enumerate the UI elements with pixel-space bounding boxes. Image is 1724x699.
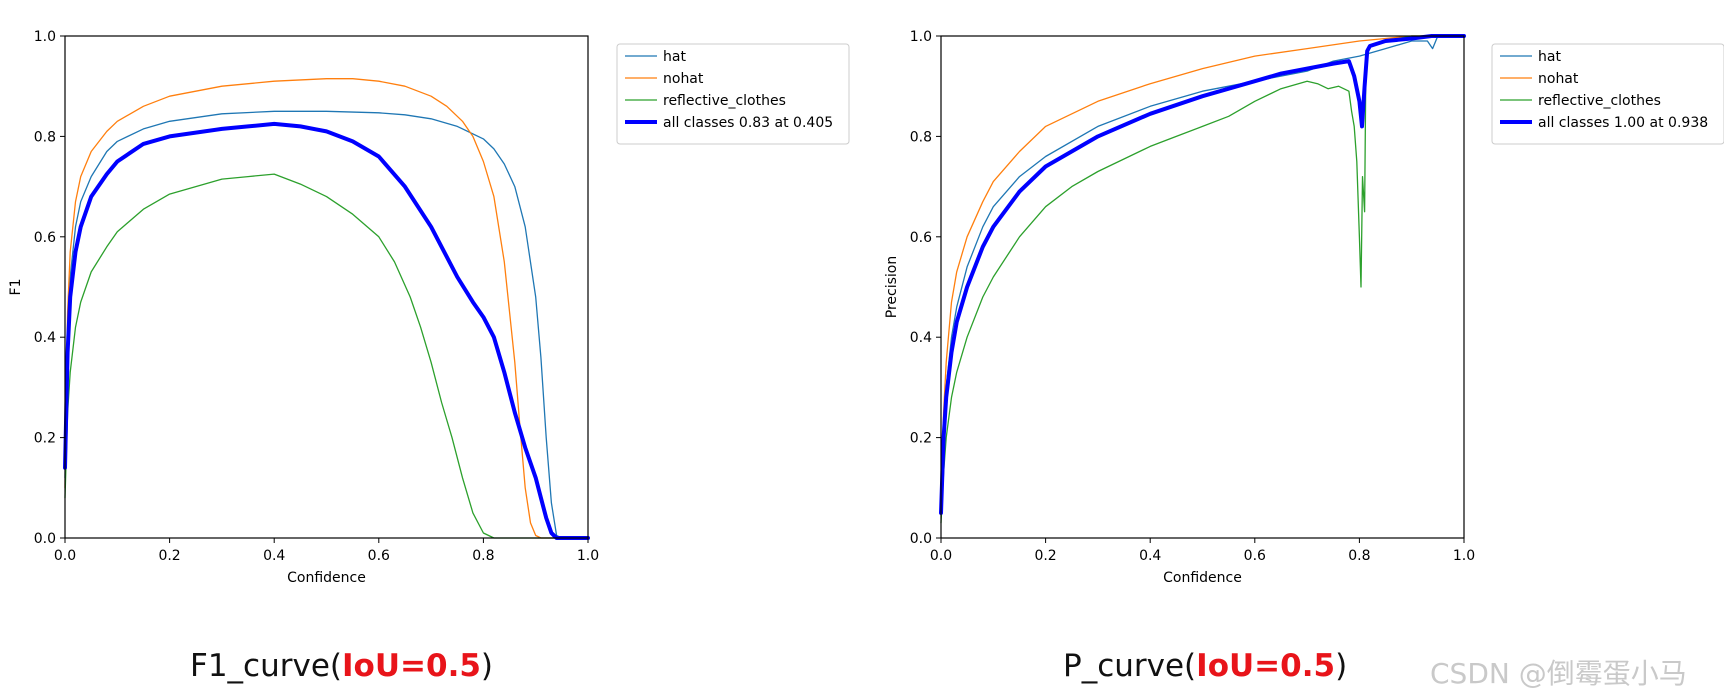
x-tick-label: 1.0 — [577, 548, 599, 564]
caption-suffix: ) — [1335, 648, 1348, 684]
legend-label: nohat — [663, 71, 704, 87]
y-tick-label: 0.4 — [910, 330, 932, 346]
plot-frame — [64, 35, 589, 539]
caption-prefix: P_curve( — [1063, 648, 1197, 684]
y-axis-label: F1 — [8, 279, 24, 296]
legend-label: all classes 1.00 at 0.938 — [1538, 115, 1708, 131]
caption-prefix: F1_curve( — [190, 648, 343, 684]
series-line-2 — [940, 35, 1465, 524]
series-line-3 — [939, 34, 1466, 515]
series-line-0 — [64, 110, 589, 539]
chart-precision: 0.0 0.2 0.4 0.6 0.8 1.0 0.0 0.2 0.4 0.6 0.8 1.0 Conf… — [884, 29, 1724, 586]
plot-frame — [940, 35, 1465, 539]
x-axis-label: Confidence — [1163, 570, 1242, 586]
chart-f1: 0.0 0.2 0.4 0.6 0.8 1.0 0.0 0.2 0.4 0.6 0.8 1.0 Conf… — [8, 29, 850, 586]
caption-f1-curve: F1_curve(IoU=0.5) — [190, 648, 493, 684]
y-tick-label: 0.0 — [910, 531, 932, 547]
y-tick-label: 0.4 — [34, 330, 56, 346]
x-tick-label: 0.6 — [1244, 548, 1266, 564]
series-line-1 — [940, 35, 1465, 509]
legend-label: reflective_clothes — [663, 93, 786, 109]
caption-p-curve: P_curve(IoU=0.5) — [1063, 648, 1347, 684]
legend-label: all classes 0.83 at 0.405 — [663, 115, 833, 131]
y-tick-label: 0.6 — [34, 230, 56, 246]
y-tick-label: 0.6 — [910, 230, 932, 246]
x-tick-label: 0.8 — [472, 548, 494, 564]
caption-suffix: ) — [480, 648, 494, 684]
x-tick-label: 0.2 — [1034, 548, 1056, 564]
legend-box — [1491, 43, 1724, 145]
y-tick-label: 0.2 — [910, 431, 932, 447]
y-tick-label: 0.8 — [34, 129, 56, 145]
x-tick-label: 0.4 — [1139, 548, 1161, 564]
legend-label: hat — [1538, 49, 1561, 65]
legend-label: hat — [663, 49, 686, 65]
y-axis-label: Precision — [884, 256, 900, 318]
x-tick-label: 0.4 — [263, 548, 285, 564]
y-tick-label: 1.0 — [34, 29, 56, 45]
y-tick-label: 0.0 — [34, 531, 56, 547]
y-tick-label: 1.0 — [910, 29, 932, 45]
legend-label: nohat — [1538, 71, 1579, 87]
x-tick-label: 0.2 — [158, 548, 180, 564]
caption-highlight: IoU=0.5 — [1196, 648, 1336, 684]
watermark: CSDN @倒霉蛋小马 — [1430, 657, 1687, 690]
series-line-0 — [940, 35, 1465, 509]
legend-box — [616, 43, 850, 145]
x-tick-label: 1.0 — [1453, 548, 1475, 564]
x-tick-label: 0.0 — [54, 548, 76, 564]
y-tick-label: 0.2 — [34, 431, 56, 447]
x-tick-label: 0.8 — [1348, 548, 1370, 564]
legend-label: reflective_clothes — [1538, 93, 1661, 109]
x-axis-label: Confidence — [287, 570, 366, 586]
series-line-2 — [64, 173, 589, 539]
x-tick-label: 0.6 — [368, 548, 390, 564]
y-tick-label: 0.8 — [910, 129, 932, 145]
series-line-1 — [64, 78, 589, 539]
x-tick-label: 0.0 — [930, 548, 952, 564]
series-line-3 — [63, 121, 590, 540]
caption-highlight: IoU=0.5 — [342, 648, 481, 684]
